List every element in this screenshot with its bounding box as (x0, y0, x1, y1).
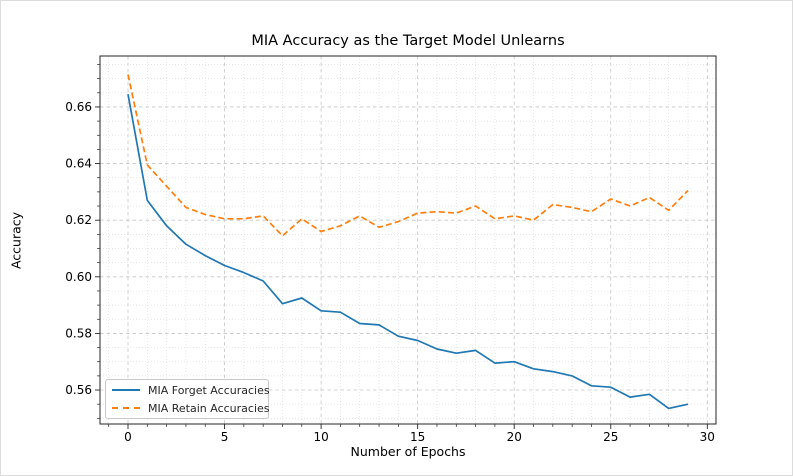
x-tick-label: 15 (410, 430, 425, 444)
x-tick-label: 25 (603, 430, 618, 444)
legend: MIA Forget Accuracies MIA Retain Accurac… (105, 379, 270, 419)
x-tick-label: 10 (313, 430, 328, 444)
y-tick-label: 0.56 (65, 383, 92, 397)
legend-label-retain: MIA Retain Accuracies (148, 401, 270, 415)
forget-accuracy-line (127, 94, 689, 410)
y-tick-label: 0.58 (65, 326, 92, 340)
x-tick-label: 5 (221, 430, 229, 444)
axes-frame (99, 55, 717, 425)
retain-accuracy-line (127, 74, 689, 237)
y-tick-label: 0.64 (65, 157, 92, 171)
y-axis-label: Accuracy (8, 211, 24, 270)
legend-item-forget: MIA Forget Accuracies (112, 383, 270, 398)
y-tick-label: 0.62 (65, 213, 92, 227)
retain-line-sample-icon (112, 407, 140, 409)
forget-line-sample-icon (112, 389, 140, 391)
y-tick-label: 0.66 (65, 100, 92, 114)
x-tick-label: 30 (700, 430, 715, 444)
legend-label-forget: MIA Forget Accuracies (148, 383, 270, 397)
x-tick-label: 20 (507, 430, 522, 444)
chart-title: MIA Accuracy as the Target Model Unlearn… (251, 33, 565, 49)
legend-item-retain: MIA Retain Accuracies (112, 401, 270, 416)
x-axis-label: Number of Epochs (350, 444, 466, 459)
x-tick-label: 0 (124, 430, 132, 444)
y-tick-label: 0.60 (65, 270, 92, 284)
